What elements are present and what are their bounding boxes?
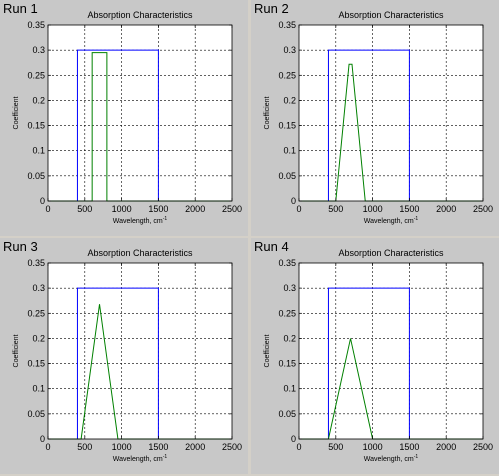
y-tick-label: 0.1 xyxy=(32,384,45,394)
y-tick-label: 0.25 xyxy=(278,308,296,318)
y-axis-label: Coefficient xyxy=(264,96,271,129)
x-tick-label: 2500 xyxy=(473,442,493,452)
y-tick-label: 0.1 xyxy=(32,146,45,156)
y-axis-label: Coefficient xyxy=(13,96,20,129)
x-tick-label: 1000 xyxy=(112,204,132,214)
y-tick-label: 0 xyxy=(291,434,296,444)
y-tick-label: 0.25 xyxy=(278,70,296,80)
y-tick-label: 0.35 xyxy=(278,258,296,268)
chart-title: Absorption Characteristics xyxy=(87,10,193,20)
y-axis-label: Coefficient xyxy=(264,334,271,367)
chart-panel-run-3: Run 3 Absorption Characteristics 0 500 1000… xyxy=(0,238,248,474)
x-tick-label: 500 xyxy=(77,442,92,452)
y-tick-label: 0.25 xyxy=(27,308,45,318)
run-label: Run 4 xyxy=(254,239,289,254)
x-tick-label: 500 xyxy=(328,442,343,452)
x-tick-label: 500 xyxy=(328,204,343,214)
run-label: Run 1 xyxy=(3,1,38,16)
y-tick-label: 0.2 xyxy=(283,333,296,343)
chart-title: Absorption Characteristics xyxy=(338,248,444,258)
axes-frame xyxy=(298,262,484,440)
y-tick-label: 0 xyxy=(40,434,45,444)
y-tick-label: 0.3 xyxy=(283,45,296,55)
chart-panel-run-4: Run 4 Absorption Characteristics 0 500 1000… xyxy=(251,238,499,474)
axes-frame xyxy=(47,262,233,440)
y-tick-label: 0.05 xyxy=(27,171,45,181)
x-tick-label: 0 xyxy=(296,442,301,452)
x-tick-label: 1500 xyxy=(399,204,419,214)
plot-area xyxy=(299,25,483,201)
y-tick-label: 0.15 xyxy=(278,121,296,131)
axes-frame xyxy=(47,24,233,202)
y-tick-label: 0.2 xyxy=(283,95,296,105)
x-tick-label: 1500 xyxy=(148,204,168,214)
plot-area xyxy=(48,263,232,439)
y-tick-label: 0.05 xyxy=(278,171,296,181)
x-tick-label: 0 xyxy=(296,204,301,214)
chart-1: Absorption Characteristics 0 500 1000 1500 20… xyxy=(13,10,242,225)
x-axis-label: Wavelength, cm-1 xyxy=(113,454,168,463)
chart-panel-run-1: Run 1 Absorption Characteristics 0 500 1000… xyxy=(0,0,248,236)
x-tick-label: 1000 xyxy=(363,204,383,214)
y-axis-label: Coefficient xyxy=(13,334,20,367)
chart-4: Absorption Characteristics 0 500 1000 1500 20… xyxy=(264,248,493,463)
y-tick-label: 0.15 xyxy=(27,359,45,369)
run-label: Run 2 xyxy=(254,1,289,16)
x-tick-label: 2500 xyxy=(222,442,242,452)
chart-3: Absorption Characteristics 0 500 1000 1500 20… xyxy=(13,248,242,463)
x-tick-label: 1500 xyxy=(148,442,168,452)
y-tick-label: 0.3 xyxy=(32,45,45,55)
x-tick-label: 2000 xyxy=(185,442,205,452)
x-axis-label: Wavelength, cm-1 xyxy=(113,216,168,225)
x-tick-label: 0 xyxy=(45,204,50,214)
plot-area xyxy=(299,263,483,439)
x-tick-label: 1500 xyxy=(399,442,419,452)
y-tick-label: 0.2 xyxy=(32,333,45,343)
y-tick-label: 0.1 xyxy=(283,384,296,394)
x-tick-label: 2500 xyxy=(222,204,242,214)
x-tick-label: 0 xyxy=(45,442,50,452)
x-tick-label: 2000 xyxy=(436,442,456,452)
y-tick-label: 0 xyxy=(291,196,296,206)
y-tick-label: 0.3 xyxy=(32,283,45,293)
plot-area xyxy=(48,25,232,201)
chart-title: Absorption Characteristics xyxy=(338,10,444,20)
y-tick-label: 0.25 xyxy=(27,70,45,80)
y-tick-label: 0.15 xyxy=(27,121,45,131)
y-tick-label: 0.15 xyxy=(278,359,296,369)
y-tick-label: 0.35 xyxy=(27,258,45,268)
chart-title: Absorption Characteristics xyxy=(87,248,193,258)
x-axis-label: Wavelength, cm-1 xyxy=(364,216,419,225)
x-tick-label: 1000 xyxy=(363,442,383,452)
axes-frame xyxy=(298,24,484,202)
y-tick-label: 0 xyxy=(40,196,45,206)
run-label: Run 3 xyxy=(3,239,38,254)
x-tick-label: 2000 xyxy=(185,204,205,214)
y-tick-label: 0.3 xyxy=(283,283,296,293)
y-tick-label: 0.2 xyxy=(32,95,45,105)
y-tick-label: 0.05 xyxy=(278,409,296,419)
chart-2: Absorption Characteristics 0 500 1000 1500 20… xyxy=(264,10,493,225)
chart-panel-run-2: Run 2 Absorption Characteristics 0 500 1000… xyxy=(251,0,499,236)
x-tick-label: 1000 xyxy=(112,442,132,452)
x-tick-label: 500 xyxy=(77,204,92,214)
y-tick-label: 0.35 xyxy=(278,20,296,30)
y-tick-label: 0.1 xyxy=(283,146,296,156)
y-tick-label: 0.35 xyxy=(27,20,45,30)
y-tick-label: 0.05 xyxy=(27,409,45,419)
x-axis-label: Wavelength, cm-1 xyxy=(364,454,419,463)
x-tick-label: 2000 xyxy=(436,204,456,214)
x-tick-label: 2500 xyxy=(473,204,493,214)
